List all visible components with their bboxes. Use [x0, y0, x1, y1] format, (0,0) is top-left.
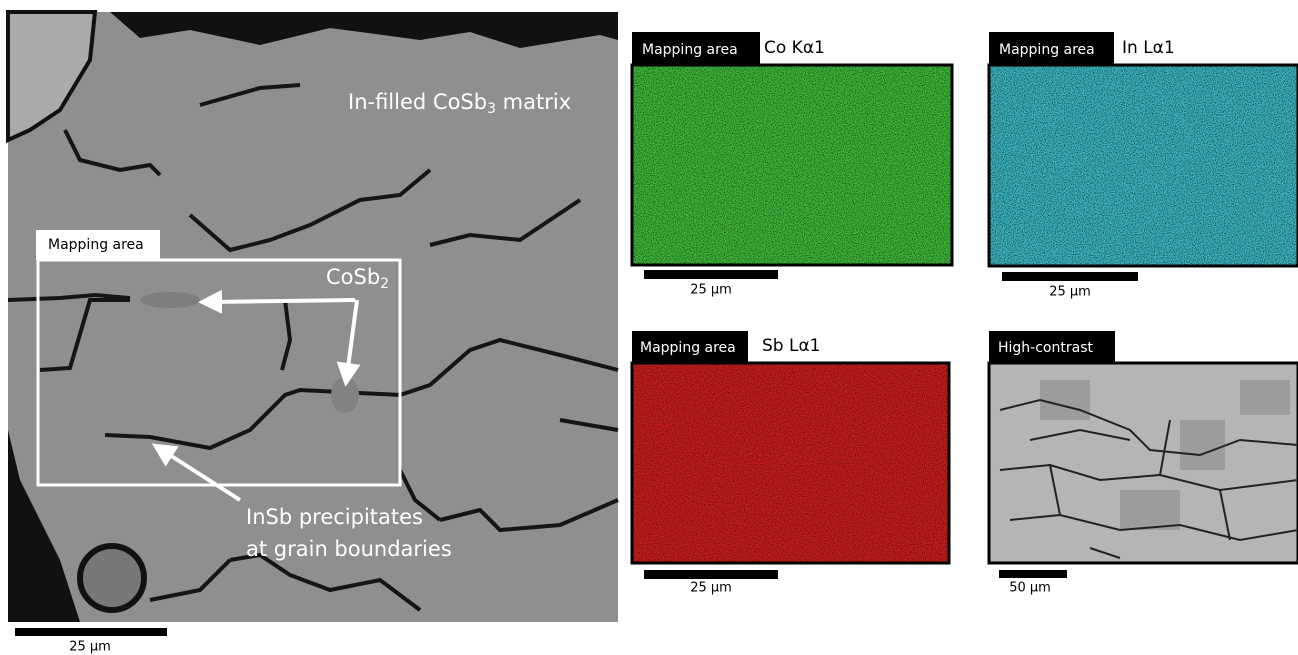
scale-bar [644, 570, 778, 579]
scale-bar-label: 50 µm [1009, 581, 1051, 596]
in-map [989, 65, 1298, 266]
matrix-label-sub: 3 [487, 101, 496, 117]
insb-label-2: at grain boundaries [246, 537, 452, 561]
panel-element: In Lα1 [1122, 38, 1175, 58]
panel-element: Co Kα1 [764, 38, 825, 58]
scale-bar-label: 25 µm [690, 283, 732, 298]
figure: In-filled CoSb3 matrix Mapping area CoSb… [0, 0, 1298, 655]
scale-bar-label: 25 µm [690, 581, 732, 596]
mapping-tag: Mapping area [48, 237, 144, 253]
matrix-label-tail: matrix [496, 90, 571, 114]
panel-tag: Mapping area [999, 42, 1095, 58]
scale-bar-label: 25 µm [1049, 285, 1091, 300]
panel-tag: High-contrast [998, 340, 1093, 356]
scale-bar-label: 25 µm [69, 640, 111, 655]
scale-bar [644, 270, 778, 279]
cosb2-label: CoSb2 [326, 265, 389, 292]
scale-bar [15, 628, 167, 636]
cosb2-text: CoSb [326, 265, 380, 289]
insb-label-1: InSb precipitates [246, 505, 423, 529]
scale-bar [999, 570, 1067, 578]
panel-tag: Mapping area [640, 340, 736, 356]
matrix-label-text: In-filled CoSb [348, 90, 487, 114]
scale-bar [1002, 272, 1138, 281]
high-contrast-image [989, 363, 1298, 563]
cosb2-sub: 2 [380, 276, 389, 292]
matrix-label: In-filled CoSb3 matrix [348, 90, 571, 117]
panel-tag: Mapping area [642, 42, 738, 58]
sb-map [632, 363, 949, 563]
panel-element: Sb Lα1 [762, 336, 820, 356]
co-map [632, 65, 952, 265]
